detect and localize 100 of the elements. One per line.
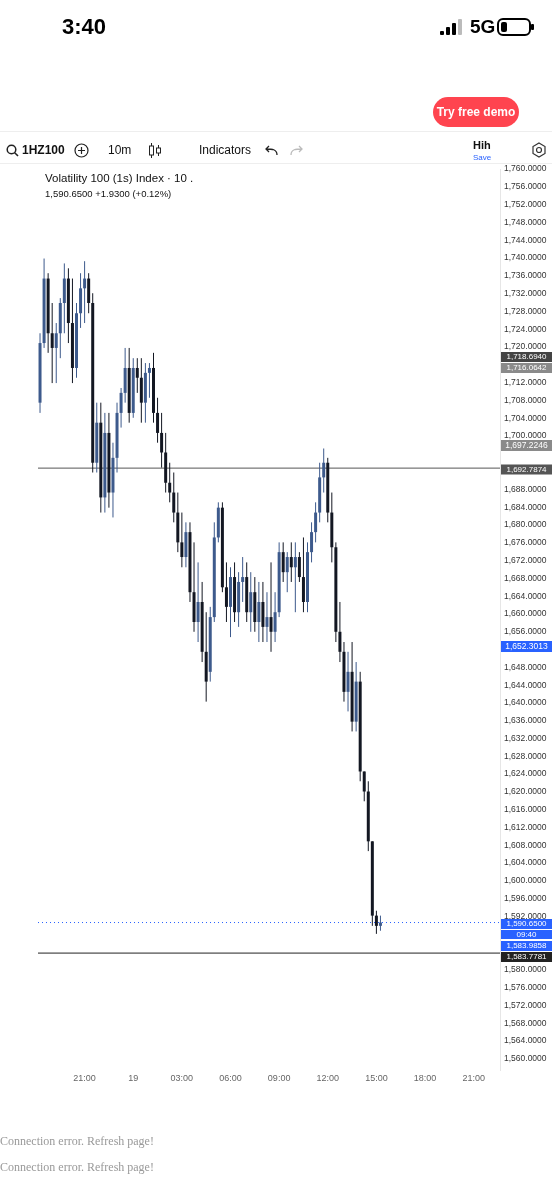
candlestick bbox=[180, 512, 184, 568]
text: 1,716.0642 bbox=[501, 363, 552, 373]
y-tick-label: 1,636.0000 bbox=[504, 715, 547, 726]
y-tick-label: 1,592.0000 bbox=[504, 910, 547, 921]
y-tick-label: 1,560.0000 bbox=[504, 1053, 547, 1064]
y-tick-label: 1,688.0000 bbox=[504, 483, 547, 494]
y-tick-label: 1,564.0000 bbox=[504, 1035, 547, 1046]
text: Indicators bbox=[199, 143, 252, 157]
candlestick bbox=[293, 541, 297, 613]
x-tick-label: 21:00 bbox=[462, 1072, 485, 1083]
candlestick bbox=[54, 322, 58, 384]
text: Connection error. Refresh page! bbox=[0, 1160, 154, 1175]
text: 1,718.6940 bbox=[501, 352, 552, 362]
y-tick-label: 1,744.0000 bbox=[504, 234, 547, 245]
candlestick bbox=[257, 581, 261, 643]
candlestick bbox=[83, 260, 87, 324]
y-tick-label: 1,756.0000 bbox=[504, 181, 547, 192]
y-tick-label: 1,616.0000 bbox=[504, 804, 547, 815]
y-tick-label: 1,708.0000 bbox=[504, 394, 547, 405]
y-tick-label: 1,760.0000 bbox=[504, 163, 547, 174]
candlestick bbox=[374, 910, 378, 935]
candlestick bbox=[281, 541, 285, 583]
y-tick-label: 1,640.0000 bbox=[504, 697, 547, 708]
y-tick-label: 1,676.0000 bbox=[504, 537, 547, 548]
candlestick bbox=[224, 561, 228, 623]
text: Connection error. Refresh page! bbox=[0, 1134, 154, 1149]
y-tick-label: 1,656.0000 bbox=[504, 626, 547, 637]
y-tick-label: 1,740.0000 bbox=[504, 252, 547, 263]
text: 10m bbox=[108, 143, 132, 157]
candlestick bbox=[346, 651, 350, 712]
candlestick bbox=[241, 556, 245, 603]
y-tick-label: 1,648.0000 bbox=[504, 661, 547, 672]
candlestick bbox=[310, 521, 314, 563]
y-tick-label: 1,680.0000 bbox=[504, 519, 547, 530]
y-tick-label: 1,580.0000 bbox=[504, 964, 547, 975]
y-tick-label: 1,572.0000 bbox=[504, 999, 547, 1010]
y-tick-label: 1,736.0000 bbox=[504, 270, 547, 281]
y-tick-label: 1,724.0000 bbox=[504, 323, 547, 334]
candlestick bbox=[289, 541, 293, 583]
y-tick-label: 1,620.0000 bbox=[504, 786, 547, 797]
text: 1,583.9858 bbox=[501, 941, 552, 951]
text: Hih bbox=[473, 139, 491, 151]
y-tick-label: 1,720.0000 bbox=[504, 341, 547, 352]
y-tick-label: 1,712.0000 bbox=[504, 376, 547, 387]
y-tick-label: 1,604.0000 bbox=[504, 857, 547, 868]
candlestick bbox=[135, 357, 139, 394]
x-tick-label: 21:00 bbox=[73, 1072, 96, 1083]
candlestick bbox=[156, 397, 160, 444]
y-tick-label: 1,624.0000 bbox=[504, 768, 547, 779]
x-tick-label: 15:00 bbox=[365, 1072, 388, 1083]
y-tick-label: 1,704.0000 bbox=[504, 412, 547, 423]
text: 1,652.3013 bbox=[501, 641, 552, 652]
chart-title: Volatility 100 (1s) Index · 10 . bbox=[45, 172, 194, 184]
y-tick-label: 1,728.0000 bbox=[504, 305, 547, 316]
candlestick bbox=[269, 561, 273, 653]
text: 1HZ100 bbox=[22, 143, 65, 157]
text: Save bbox=[473, 153, 492, 162]
y-tick-label: 1,568.0000 bbox=[504, 1017, 547, 1028]
y-tick-label: 1,664.0000 bbox=[504, 590, 547, 601]
x-tick-label: 03:00 bbox=[170, 1072, 194, 1083]
ref-line-label: 1,590.6500 bbox=[506, 919, 548, 929]
x-tick-label: 09:00 bbox=[267, 1072, 291, 1083]
y-tick-label: 1,644.0000 bbox=[504, 679, 547, 690]
text: 09:40 bbox=[501, 930, 552, 939]
x-tick-label: 19 bbox=[128, 1072, 139, 1083]
candlestick bbox=[362, 770, 366, 802]
candlestick bbox=[297, 551, 301, 583]
x-tick-label: 12:00 bbox=[316, 1072, 340, 1083]
y-tick-label: 1,700.0000 bbox=[504, 430, 547, 441]
candlestick bbox=[172, 472, 176, 523]
text: 3:40 bbox=[62, 14, 107, 40]
text: 5G bbox=[470, 16, 496, 38]
candlestick bbox=[285, 551, 289, 593]
y-tick-label: 1,684.0000 bbox=[504, 501, 547, 512]
x-tick-label: 18:00 bbox=[413, 1072, 437, 1083]
y-tick-label: 1,660.0000 bbox=[504, 608, 547, 619]
candlestick bbox=[196, 561, 200, 643]
y-tick-label: 1,732.0000 bbox=[504, 288, 547, 299]
y-tick-label: 1,748.0000 bbox=[504, 216, 547, 227]
x-tick-label: 06:00 bbox=[219, 1072, 242, 1083]
ref-line-label: 1,692.7874 bbox=[506, 464, 548, 474]
y-tick-label: 1,596.0000 bbox=[504, 893, 547, 904]
y-tick-label: 1,608.0000 bbox=[504, 839, 547, 850]
y-tick-label: 1,668.0000 bbox=[504, 572, 547, 583]
y-tick-label: 1,628.0000 bbox=[504, 750, 547, 761]
y-tick-label: 1,612.0000 bbox=[504, 821, 547, 832]
y-tick-label: 1,752.0000 bbox=[504, 199, 547, 210]
text: Try free demo bbox=[433, 97, 519, 127]
candlestick bbox=[160, 412, 164, 469]
y-tick-label: 1,576.0000 bbox=[504, 982, 547, 993]
text: 1,590.6500 +1.9300 (+0.12%) bbox=[45, 188, 172, 199]
candlestick bbox=[168, 462, 172, 503]
ref-line-label: 1,583.7781 bbox=[506, 952, 548, 962]
y-tick-label: 1,672.0000 bbox=[504, 554, 547, 565]
y-tick-label: 1,600.0000 bbox=[504, 875, 547, 886]
candlestick bbox=[314, 501, 318, 543]
y-tick-label: 1,632.0000 bbox=[504, 732, 547, 743]
candlestick bbox=[249, 571, 253, 633]
candlestick bbox=[50, 302, 54, 384]
text: 1,697.2246 bbox=[501, 440, 552, 451]
